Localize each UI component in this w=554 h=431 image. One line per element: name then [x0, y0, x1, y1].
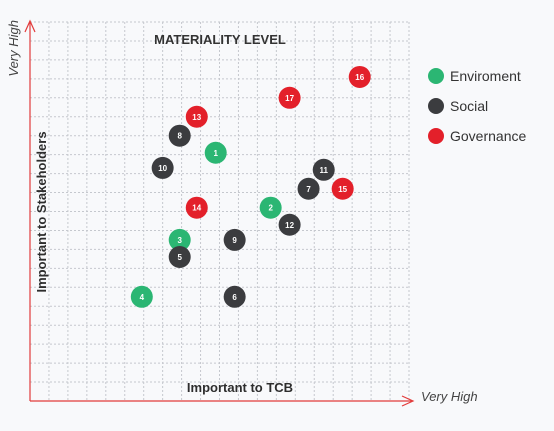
point-label: 15 [338, 185, 347, 194]
legend-label: Governance [450, 128, 526, 144]
point-marker [223, 285, 246, 308]
point-label: 10 [158, 164, 167, 173]
data-point[interactable]: 10 [151, 156, 174, 179]
point-marker [331, 177, 354, 200]
data-point[interactable]: 8 [168, 124, 191, 147]
point-label: 2 [268, 204, 273, 213]
data-point[interactable]: 15 [331, 177, 354, 200]
point-marker [312, 158, 335, 181]
data-point[interactable]: 3 [168, 228, 191, 251]
point-marker [204, 141, 227, 164]
data-point[interactable]: 2 [259, 196, 282, 219]
point-marker [185, 105, 208, 128]
point-marker [168, 245, 191, 268]
point-marker [259, 196, 282, 219]
point-marker [278, 213, 301, 236]
point-marker [185, 196, 208, 219]
data-point[interactable]: 5 [168, 245, 191, 268]
point-label: 16 [355, 73, 364, 82]
point-label: 5 [177, 253, 182, 262]
point-label: 6 [232, 293, 237, 302]
x-axis-end-label: Very High [421, 389, 478, 404]
point-label: 7 [306, 185, 311, 194]
x-axis-title: Important to TCB [187, 380, 293, 395]
data-point[interactable]: 9 [223, 228, 246, 251]
point-label: 13 [192, 113, 201, 122]
data-point[interactable]: 12 [278, 213, 301, 236]
point-marker [168, 228, 191, 251]
point-marker [151, 156, 174, 179]
legend-item[interactable]: Governance [428, 128, 526, 144]
y-axis-title: Important to Stakeholders [34, 131, 49, 292]
point-label: 11 [319, 166, 328, 175]
point-label: 17 [285, 94, 294, 103]
data-point[interactable]: 1 [204, 141, 227, 164]
legend-swatch [428, 98, 444, 114]
data-point[interactable]: 14 [185, 196, 208, 219]
point-marker [278, 86, 301, 109]
point-marker [130, 285, 153, 308]
legend-item[interactable]: Social [428, 98, 488, 114]
data-point[interactable]: 11 [312, 158, 335, 181]
legend-label: Social [450, 98, 488, 114]
point-label: 12 [285, 221, 294, 230]
point-marker [348, 65, 371, 88]
axes [24, 19, 415, 407]
y-axis-end-label: Very High [6, 20, 21, 77]
point-label: 8 [177, 132, 182, 141]
data-point[interactable]: 17 [278, 86, 301, 109]
legend-label: Enviroment [450, 68, 521, 84]
x-axis-arrow-icon [401, 395, 415, 407]
point-label: 9 [232, 236, 237, 245]
legend-item[interactable]: Enviroment [428, 68, 521, 84]
point-label: 3 [177, 236, 182, 245]
data-point[interactable]: 4 [130, 285, 153, 308]
point-label: 14 [192, 204, 201, 213]
point-marker [168, 124, 191, 147]
point-label: 1 [213, 149, 218, 158]
chart-title: MATERIALITY LEVEL [154, 32, 286, 47]
data-point[interactable]: 13 [185, 105, 208, 128]
data-point[interactable]: 16 [348, 65, 371, 88]
legend: Enviroment Social Governance [428, 68, 526, 144]
y-axis-arrow-icon [24, 19, 36, 33]
data-point[interactable]: 6 [223, 285, 246, 308]
legend-swatch [428, 128, 444, 144]
point-marker [297, 177, 320, 200]
point-marker [223, 228, 246, 251]
legend-swatch [428, 68, 444, 84]
data-point[interactable]: 7 [297, 177, 320, 200]
point-label: 4 [140, 293, 145, 302]
